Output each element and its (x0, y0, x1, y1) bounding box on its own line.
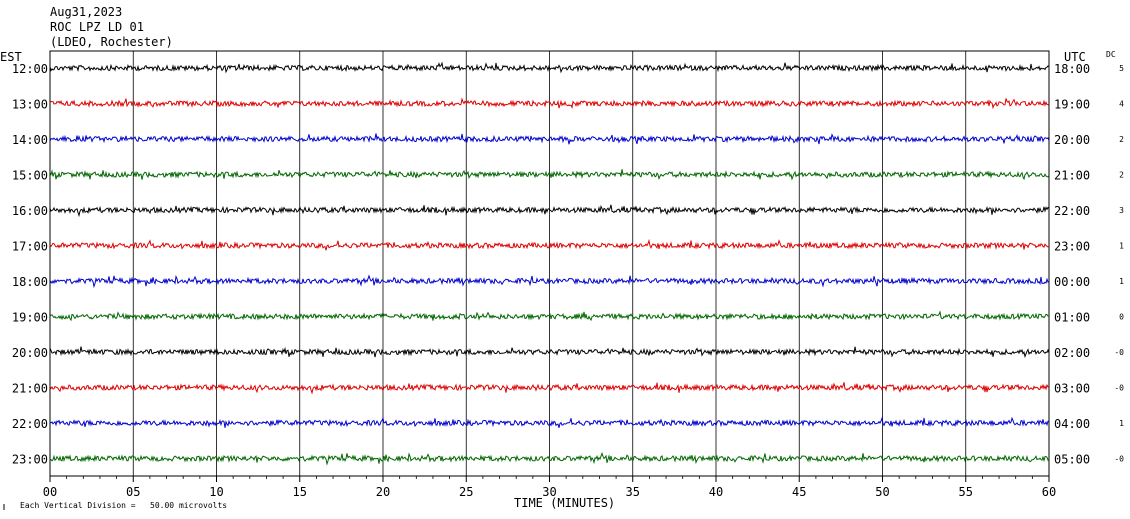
x-tick-label-50: 50 (875, 485, 889, 499)
row-label-right: 20:00 (1054, 133, 1090, 147)
row-dc-value: 2 (1119, 171, 1124, 180)
trace-21:00 (49, 382, 1050, 395)
x-tick-label-20: 20 (376, 485, 390, 499)
row-dc-value: -0 (1114, 455, 1124, 464)
trace-22:00 (49, 416, 1049, 428)
row-dc-value: 2 (1119, 135, 1124, 144)
row-label-right: 22:00 (1054, 204, 1090, 218)
scale-note: Each Vertical Division = 50.00 microvolt… (20, 501, 228, 510)
row-label-left: 17:00 (12, 240, 48, 254)
row-label-left: 23:00 (12, 453, 48, 467)
x-tick-label-30: 30 (542, 485, 556, 499)
trace-23:00 (49, 451, 1050, 466)
row-label-right: 03:00 (1054, 382, 1090, 396)
row-label-left: 15:00 (12, 169, 48, 183)
row-label-right: 02:00 (1054, 346, 1090, 360)
trace-12:00 (49, 61, 1050, 74)
row-label-right: 04:00 (1054, 417, 1090, 431)
row-dc-value: 1 (1119, 277, 1124, 286)
trace-15:00 (49, 169, 1050, 181)
header-date: Aug31,2023 (50, 5, 123, 19)
x-tick-label-05: 05 (126, 485, 140, 499)
row-dc-value: 1 (1119, 242, 1124, 251)
row-label-left: 20:00 (12, 346, 48, 360)
row-label-left: 14:00 (12, 133, 48, 147)
trace-16:00 (49, 204, 1050, 218)
row-label-left: 16:00 (12, 204, 48, 218)
trace-13:00 (49, 97, 1050, 110)
row-label-right: 01:00 (1054, 311, 1090, 325)
row-label-right: 05:00 (1054, 453, 1090, 467)
row-label-left: 22:00 (12, 417, 48, 431)
x-tick-label-40: 40 (709, 485, 723, 499)
row-label-right: 21:00 (1054, 169, 1090, 183)
header-network: (LDEO, Rochester) (50, 35, 173, 49)
row-label-right: 00:00 (1054, 275, 1090, 289)
row-dc-value: 0 (1119, 313, 1124, 322)
x-tick-label-25: 25 (459, 485, 473, 499)
dc-column-label: DC (1106, 50, 1116, 59)
row-label-right: 18:00 (1054, 62, 1090, 76)
row-label-left: 13:00 (12, 98, 48, 112)
trace-19:00 (49, 310, 1050, 322)
x-tick-label-45: 45 (792, 485, 806, 499)
trace-20:00 (49, 346, 1050, 359)
row-dc-value: 3 (1119, 206, 1124, 215)
row-dc-value: 4 (1119, 100, 1124, 109)
x-tick-label-00: 00 (43, 485, 57, 499)
x-tick-label-15: 15 (293, 485, 307, 499)
row-label-left: 18:00 (12, 275, 48, 289)
x-tick-label-10: 10 (209, 485, 223, 499)
x-tick-label-60: 60 (1042, 485, 1056, 499)
row-dc-value: 1 (1119, 419, 1124, 428)
row-dc-value: 5 (1119, 64, 1124, 73)
x-axis-title: TIME (MINUTES) (514, 496, 616, 510)
row-label-left: 19:00 (12, 311, 48, 325)
row-label-left: 12:00 (12, 62, 48, 76)
x-tick-label-55: 55 (959, 485, 973, 499)
row-dc-value: -0 (1114, 384, 1124, 393)
row-label-right: 19:00 (1054, 98, 1090, 112)
trace-18:00 (49, 274, 1050, 289)
row-label-right: 23:00 (1054, 240, 1090, 254)
right-timezone-label: UTC (1064, 50, 1086, 64)
row-label-left: 21:00 (12, 382, 48, 396)
row-dc-value: -0 (1114, 348, 1124, 357)
trace-14:00 (49, 133, 1050, 145)
header-station: ROC LPZ LD 01 (50, 20, 144, 34)
x-tick-label-35: 35 (626, 485, 640, 499)
left-timezone-label: EST (0, 50, 22, 64)
trace-17:00 (49, 238, 1050, 251)
